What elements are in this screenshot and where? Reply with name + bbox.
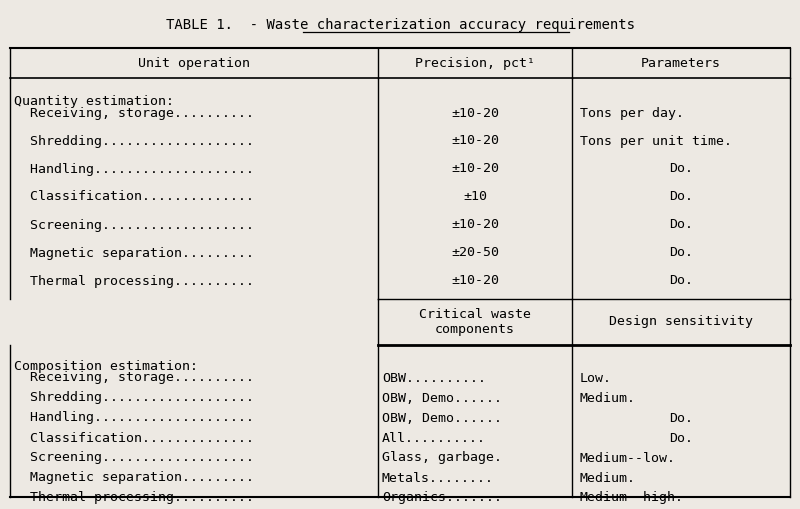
Text: Medium--low.: Medium--low.: [580, 451, 676, 465]
Text: Critical waste: Critical waste: [419, 308, 531, 322]
Text: OBW, Demo......: OBW, Demo......: [382, 391, 502, 405]
Text: Classification..............: Classification..............: [14, 190, 254, 204]
Text: Quantity estimation:: Quantity estimation:: [14, 95, 174, 108]
Text: Organics.......: Organics.......: [382, 492, 502, 504]
Text: Medium--high.: Medium--high.: [580, 492, 684, 504]
Text: Composition estimation:: Composition estimation:: [14, 360, 198, 373]
Text: Handling....................: Handling....................: [14, 411, 254, 425]
Text: Design sensitivity: Design sensitivity: [609, 316, 753, 328]
Text: Magnetic separation.........: Magnetic separation.........: [14, 246, 254, 260]
Text: ±10-20: ±10-20: [451, 134, 499, 148]
Text: Unit operation: Unit operation: [138, 56, 250, 70]
Text: ±10-20: ±10-20: [451, 218, 499, 232]
Text: TABLE 1.  - Waste characterization accuracy requirements: TABLE 1. - Waste characterization accura…: [166, 18, 634, 32]
Text: ±20-50: ±20-50: [451, 246, 499, 260]
Text: Do.: Do.: [669, 218, 693, 232]
Text: Metals........: Metals........: [382, 471, 494, 485]
Text: Glass, garbage.: Glass, garbage.: [382, 451, 502, 465]
Text: ±10: ±10: [463, 190, 487, 204]
Text: Thermal processing..........: Thermal processing..........: [14, 492, 254, 504]
Text: Medium.: Medium.: [580, 471, 636, 485]
Text: Screening...................: Screening...................: [14, 218, 254, 232]
Text: OBW..........: OBW..........: [382, 372, 486, 384]
Text: Medium.: Medium.: [580, 391, 636, 405]
Text: Classification..............: Classification..............: [14, 432, 254, 444]
Text: Thermal processing..........: Thermal processing..........: [14, 274, 254, 288]
Text: Tons per unit time.: Tons per unit time.: [580, 134, 732, 148]
Text: Do.: Do.: [669, 246, 693, 260]
Text: ±10-20: ±10-20: [451, 106, 499, 120]
Text: All..........: All..........: [382, 432, 486, 444]
Text: Handling....................: Handling....................: [14, 162, 254, 176]
Text: Do.: Do.: [669, 432, 693, 444]
Text: Do.: Do.: [669, 411, 693, 425]
Text: Do.: Do.: [669, 162, 693, 176]
Text: Shredding...................: Shredding...................: [14, 391, 254, 405]
Text: Tons per day.: Tons per day.: [580, 106, 684, 120]
Text: Do.: Do.: [669, 274, 693, 288]
Text: Precision, pct¹: Precision, pct¹: [415, 56, 535, 70]
Text: ±10-20: ±10-20: [451, 274, 499, 288]
Text: OBW, Demo......: OBW, Demo......: [382, 411, 502, 425]
Text: Shredding...................: Shredding...................: [14, 134, 254, 148]
Text: ±10-20: ±10-20: [451, 162, 499, 176]
Text: Magnetic separation.........: Magnetic separation.........: [14, 471, 254, 485]
Text: Parameters: Parameters: [641, 56, 721, 70]
Text: Do.: Do.: [669, 190, 693, 204]
Text: components: components: [435, 324, 515, 336]
Text: Receiving, storage..........: Receiving, storage..........: [14, 372, 254, 384]
Text: Receiving, storage..........: Receiving, storage..........: [14, 106, 254, 120]
Text: Screening...................: Screening...................: [14, 451, 254, 465]
Text: Low.: Low.: [580, 372, 612, 384]
